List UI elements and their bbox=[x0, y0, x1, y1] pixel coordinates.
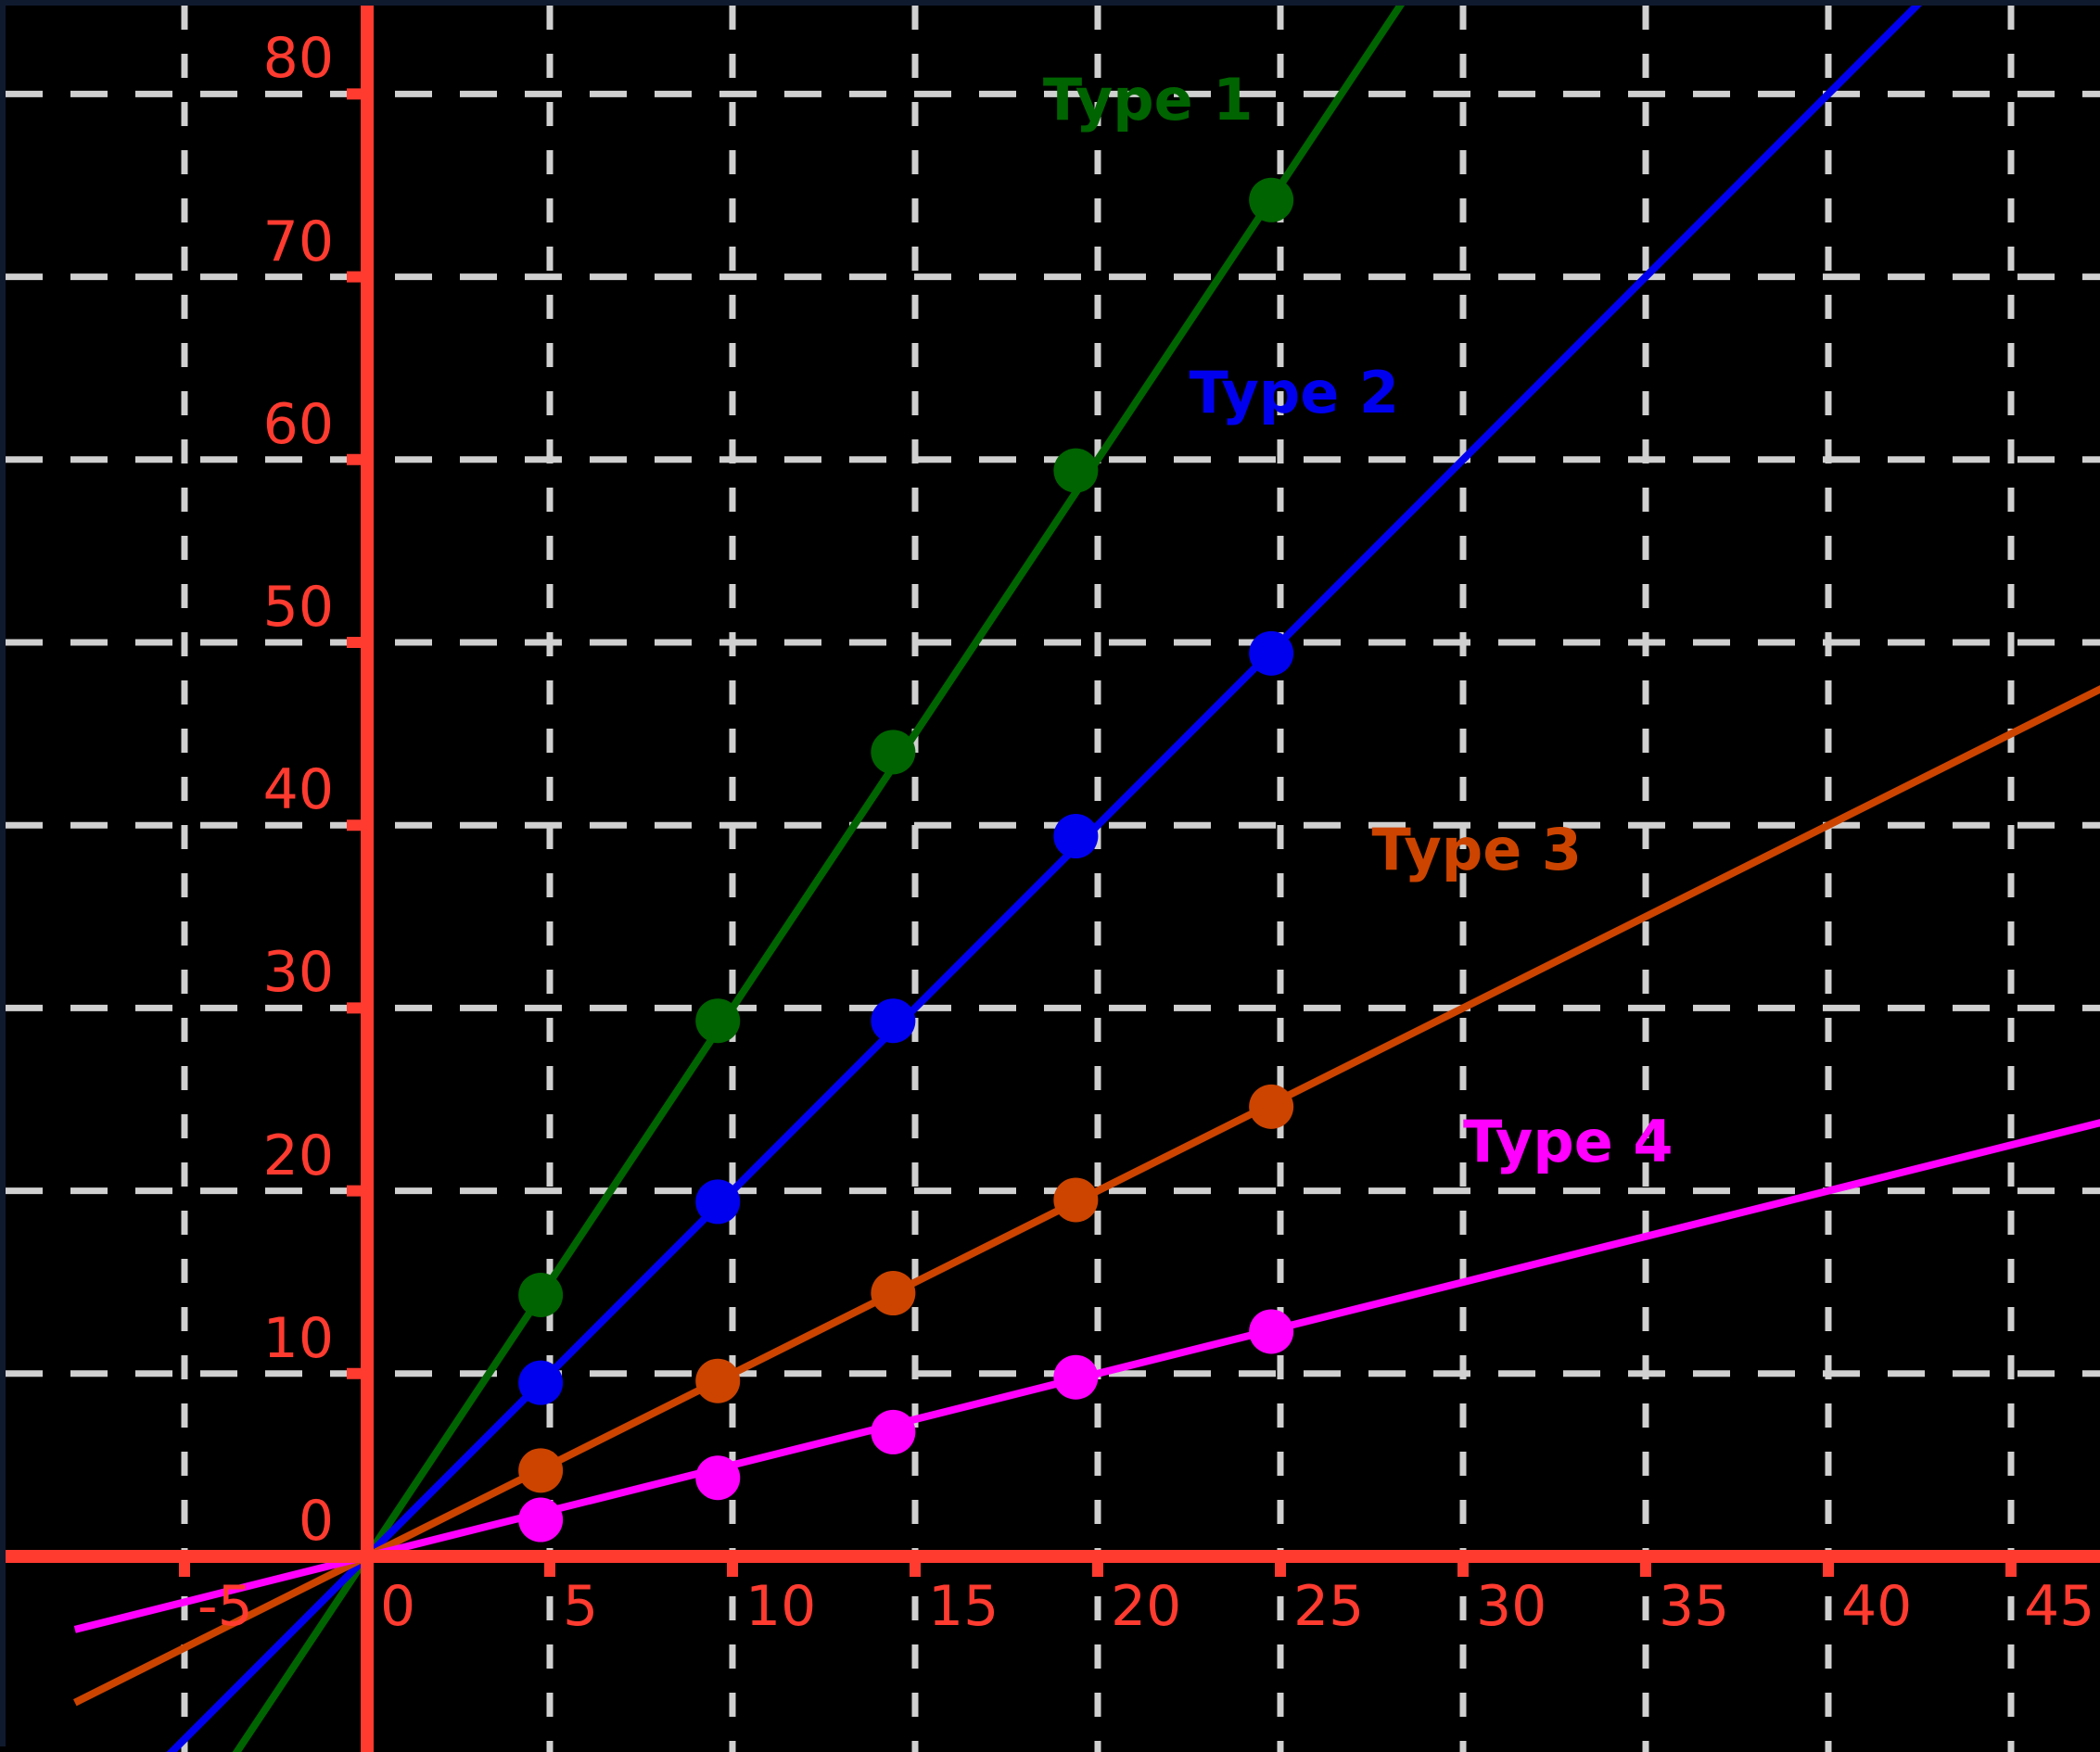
data-point-type-3-1[interactable] bbox=[518, 1448, 564, 1493]
data-point-type-4-1[interactable] bbox=[518, 1497, 564, 1543]
data-point-type-3-4[interactable] bbox=[1053, 1177, 1099, 1223]
x-axis-tick-label: 15 bbox=[928, 1574, 999, 1639]
x-axis-tick-label: 0 bbox=[380, 1574, 416, 1639]
x-axis-tick-label: -5 bbox=[197, 1574, 253, 1639]
data-point-type-4-5[interactable] bbox=[1249, 1309, 1294, 1354]
series-label-2: Type 2 bbox=[1189, 358, 1400, 426]
y-axis-tick-label: 60 bbox=[262, 391, 334, 457]
x-axis-tick-label: 10 bbox=[745, 1574, 817, 1639]
y-axis-tick-label: 20 bbox=[262, 1123, 334, 1188]
series-label-4: Type 4 bbox=[1463, 1108, 1674, 1176]
series-line-3 bbox=[73, 685, 2100, 1707]
x-axis-tick-label: 30 bbox=[1476, 1574, 1547, 1639]
data-point-type-1-5[interactable] bbox=[1249, 177, 1294, 222]
data-point-type-1-2[interactable] bbox=[695, 998, 741, 1044]
data-point-type-4-3[interactable] bbox=[871, 1409, 916, 1454]
y-axis-tick-label: 50 bbox=[262, 575, 334, 640]
data-point-type-4-2[interactable] bbox=[695, 1455, 741, 1501]
series-line-1 bbox=[232, 6, 1406, 1752]
data-point-type-1-3[interactable] bbox=[871, 730, 916, 775]
x-axis-tick-label: 45 bbox=[2024, 1574, 2095, 1639]
data-point-type-3-2[interactable] bbox=[695, 1358, 741, 1403]
y-axis-tick-label: 30 bbox=[262, 940, 334, 1006]
x-axis-tick-label: 5 bbox=[563, 1574, 599, 1639]
y-axis-tick-label: 40 bbox=[262, 757, 334, 823]
x-axis-tick-label: 25 bbox=[1293, 1574, 1365, 1639]
data-point-type-3-3[interactable] bbox=[871, 1271, 916, 1316]
data-point-type-3-5[interactable] bbox=[1249, 1084, 1294, 1129]
y-axis-tick-label: 80 bbox=[262, 26, 334, 92]
chart-background bbox=[6, 6, 2100, 1752]
data-point-type-2-4[interactable] bbox=[1053, 814, 1099, 859]
y-axis-tick-label: 0 bbox=[298, 1489, 334, 1554]
data-point-type-1-4[interactable] bbox=[1053, 448, 1099, 493]
y-axis-tick-label: 70 bbox=[262, 209, 334, 274]
data-point-type-2-3[interactable] bbox=[871, 998, 916, 1044]
x-axis-tick-label: 20 bbox=[1111, 1574, 1182, 1639]
data-point-type-4-4[interactable] bbox=[1053, 1354, 1099, 1400]
series-label-3: Type 3 bbox=[1371, 815, 1583, 883]
data-point-type-2-1[interactable] bbox=[518, 1360, 564, 1405]
chart-plot-area bbox=[6, 6, 2100, 1752]
x-axis-tick-label: 40 bbox=[1841, 1574, 1913, 1639]
y-axis-tick-label: 10 bbox=[262, 1305, 334, 1371]
data-point-type-2-5[interactable] bbox=[1249, 630, 1294, 676]
series-label-1: Type 1 bbox=[1042, 66, 1254, 134]
x-axis-tick-label: 35 bbox=[1659, 1574, 1730, 1639]
data-point-type-1-1[interactable] bbox=[518, 1273, 564, 1318]
data-point-type-2-2[interactable] bbox=[695, 1179, 741, 1225]
series-line-2 bbox=[166, 6, 1922, 1752]
